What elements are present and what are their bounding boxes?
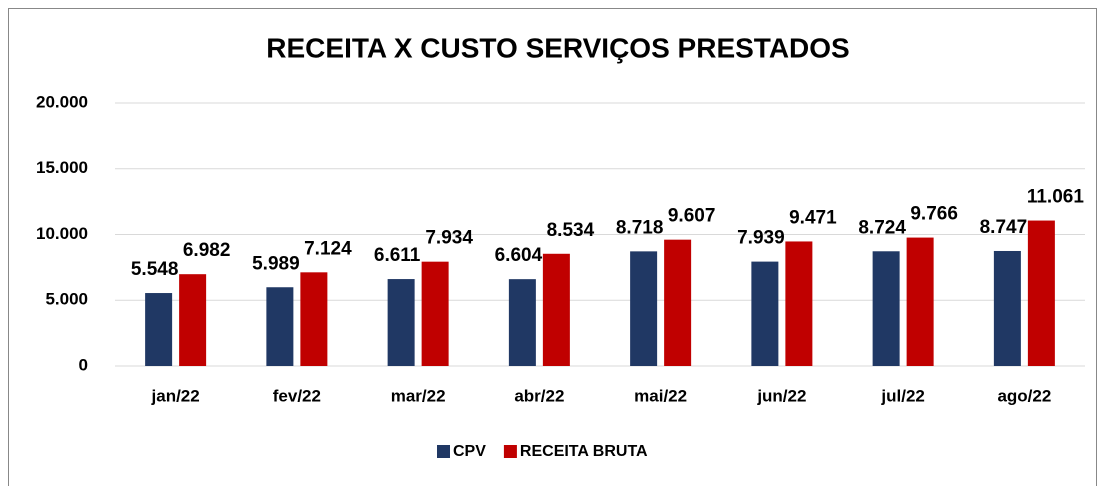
bar [785,241,813,366]
legend-swatch [503,445,517,458]
data-label: 5.989 [252,253,300,274]
y-tick-label: 5.000 [45,290,88,309]
legend-label: CPV [453,443,486,460]
data-label: 8.534 [547,220,595,241]
bar [751,261,779,366]
y-tick-label: 0 [79,355,88,374]
x-tick-label: mar/22 [391,386,446,405]
data-label: 9.766 [910,204,958,225]
data-label: 5.548 [131,259,179,280]
bar [266,287,294,366]
x-tick-label: abr/22 [514,386,564,405]
chart-title: RECEITA X CUSTO SERVIÇOS PRESTADOS [266,32,849,63]
data-label: 9.607 [668,206,716,227]
data-label: 8.718 [616,217,664,238]
x-tick-label: ago/22 [997,386,1051,405]
y-tick-label: 10.000 [36,224,88,243]
bar [300,272,328,366]
bar [421,261,449,366]
data-label: 11.061 [1027,187,1084,208]
bar [1027,220,1055,366]
legend-label: RECEITA BRUTA [520,443,648,460]
bar [664,239,692,366]
data-label: 7.934 [425,228,473,249]
bar [145,293,173,366]
y-tick-label: 20.000 [36,92,88,111]
bar [542,253,570,366]
x-tick-label: jun/22 [756,386,806,405]
bar [387,279,415,366]
bar [630,251,658,366]
bar [906,237,934,366]
data-label: 6.611 [374,245,421,266]
data-label: 8.747 [980,217,1028,238]
x-tick-label: mai/22 [634,386,687,405]
legend-swatch [437,445,450,458]
data-label: 7.939 [737,228,785,249]
data-label: 9.471 [789,207,837,228]
data-label: 8.724 [858,217,906,238]
bar [872,251,900,366]
data-label: 6.982 [183,240,231,261]
x-tick-label: jan/22 [151,386,200,405]
bar [508,279,536,366]
bar [179,274,207,366]
y-tick-label: 15.000 [36,158,88,177]
x-tick-label: jul/22 [880,386,924,405]
data-label: 7.124 [304,238,352,259]
data-label: 6.604 [495,245,543,266]
x-tick-label: fev/22 [273,386,321,405]
bar [993,250,1021,366]
